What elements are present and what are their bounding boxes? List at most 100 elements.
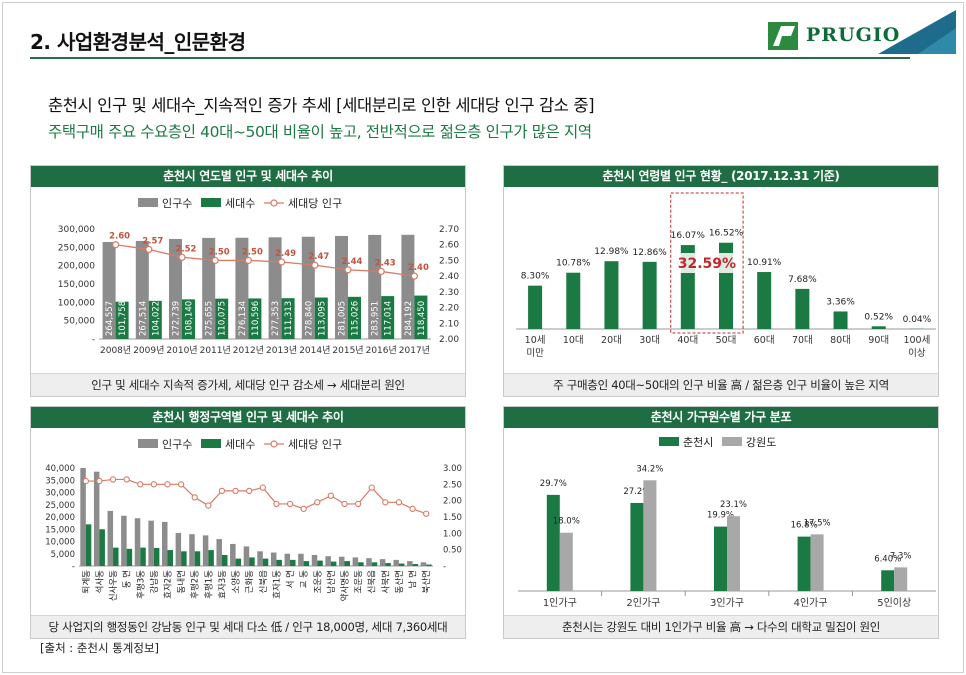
- bar-label: 16.07%: [671, 231, 706, 241]
- bar-population: [379, 559, 386, 566]
- legend-label: 인구수: [162, 438, 192, 451]
- x-tick-label: 2008년: [100, 345, 131, 356]
- x-tick-label: 2014년: [299, 345, 330, 356]
- bar-population: [135, 240, 149, 339]
- bar-label-population: 284,192: [404, 301, 414, 336]
- legend-label: 세대당 인구: [288, 197, 342, 210]
- line-point: [311, 261, 319, 269]
- logo-text: PRUGIO: [806, 24, 901, 46]
- bar-gangwon: [810, 534, 824, 591]
- bar-population: [284, 553, 291, 566]
- x-tick-label: 후평1동: [203, 570, 214, 599]
- bar-age: [566, 272, 581, 329]
- bar-chuncheon: [797, 536, 811, 591]
- x-tick-label: 90대: [868, 335, 889, 346]
- bar-households: [412, 564, 419, 566]
- y2-tick-label: 1.00: [443, 529, 462, 539]
- line-label: 2.40: [408, 263, 429, 273]
- bar-population: [121, 515, 127, 566]
- line-label: 2.60: [109, 232, 130, 242]
- bar-households: [99, 529, 105, 566]
- bar-label-households: 118,450: [417, 301, 427, 336]
- bar-label-households: 111,313: [284, 301, 294, 336]
- line-point: [164, 481, 171, 488]
- bar-age: [642, 261, 657, 329]
- bar-population: [339, 556, 345, 566]
- bar-label-chuncheon: 16.8%: [791, 521, 818, 531]
- line-point: [145, 245, 153, 254]
- y2-tick-label: 3.00: [443, 464, 462, 474]
- bar-label-households: 113,095: [317, 301, 327, 336]
- bar-chuncheon: [630, 502, 644, 591]
- x-tick-label: 동산면: [394, 570, 405, 593]
- x-tick-label: 5인이상: [877, 597, 911, 609]
- line-point: [409, 505, 416, 512]
- bar-label: 10.78%: [556, 259, 591, 269]
- y-tick-label: 30,000: [45, 489, 75, 499]
- line-label: 2.49: [275, 249, 296, 259]
- bar-label-chuncheon: 6.40%: [874, 554, 901, 564]
- legend-marker: [270, 199, 278, 207]
- legend-label: 세대수: [225, 438, 255, 451]
- bar-households: [303, 561, 310, 566]
- bar-label: 8.30%: [521, 272, 550, 282]
- line-point: [395, 499, 403, 506]
- bar-label: 10.91%: [747, 258, 782, 268]
- x-tick-label: 미만: [526, 348, 544, 359]
- x-tick-label: 50대: [716, 335, 737, 346]
- line-label: 2.50: [209, 247, 230, 257]
- line-point: [382, 499, 389, 506]
- line-point: [150, 481, 158, 488]
- y2-tick-label: 2.70: [439, 225, 459, 235]
- x-tick-label: 조운동: [313, 570, 323, 594]
- line-point: [177, 481, 185, 488]
- y-tick-label: 35,000: [45, 476, 75, 486]
- panel-yearly-population: 춘천시 연도별 인구 및 세대수 추이 인구수 세대수 세대당 인구 - 50,000 1…: [30, 165, 466, 397]
- panel-footer: 인구 및 세대수 지속적 증가세, 세대당 인구 감소세 → 세대분리 원인: [31, 373, 465, 396]
- bar-label-households: 104,022: [151, 301, 161, 336]
- line-point: [410, 272, 418, 280]
- x-tick-label: 4인가구: [794, 597, 828, 609]
- x-tick-label: 효자1동: [272, 570, 282, 599]
- y-tick-label: 100,000: [58, 298, 95, 308]
- y2-tick-label: 2.50: [443, 480, 462, 490]
- y-tick-label: 15,000: [45, 525, 75, 535]
- line-point: [218, 487, 226, 495]
- line-point: [191, 494, 198, 501]
- line-point: [314, 499, 321, 506]
- x-tick-label: 신북읍: [368, 570, 378, 594]
- bar-households: [358, 562, 364, 566]
- panel-footer: 주 구매층인 40대~50대의 인구 비율 高 / 젊은층 인구 비율이 높은 …: [504, 373, 938, 396]
- bar-population: [352, 557, 359, 566]
- bar-households: [148, 300, 162, 339]
- line-point: [246, 487, 253, 495]
- y-tick-label: -: [72, 562, 75, 572]
- bar-chuncheon: [881, 570, 895, 591]
- bar-population: [270, 552, 277, 566]
- y2-tick-label: 2.10: [439, 319, 459, 329]
- bar-population: [420, 562, 427, 566]
- bar-label-population: 277,353: [271, 301, 281, 336]
- bar-population: [393, 559, 399, 566]
- header-rule: [30, 57, 910, 59]
- legend-swatch: [201, 439, 221, 448]
- line-label: 2.47: [308, 252, 329, 262]
- x-tick-label: 근화동: [245, 570, 255, 594]
- x-tick-label: 석사동: [94, 570, 105, 594]
- y-tick-label: 5,000: [51, 550, 75, 560]
- bar-label-population: 264,557: [105, 301, 115, 336]
- bar-label-gangwon: 18.0%: [553, 517, 580, 527]
- bar-label-gangwon: 23.1%: [720, 500, 747, 510]
- bar-label-households: 110,596: [251, 301, 261, 336]
- y2-tick-label: 1.50: [443, 513, 462, 523]
- x-tick-label: 10대: [563, 335, 584, 346]
- brand-logo: PRUGIO: [768, 6, 958, 60]
- bar-label-chuncheon: 29.7%: [540, 479, 567, 489]
- line-point: [123, 476, 130, 483]
- y-tick-label: 40,000: [45, 464, 75, 474]
- x-tick-label: 약사명동: [340, 570, 351, 601]
- x-tick-label: 신북읍: [259, 570, 269, 594]
- bar-label-gangwon: 7.3%: [890, 551, 912, 561]
- line-point: [232, 487, 239, 495]
